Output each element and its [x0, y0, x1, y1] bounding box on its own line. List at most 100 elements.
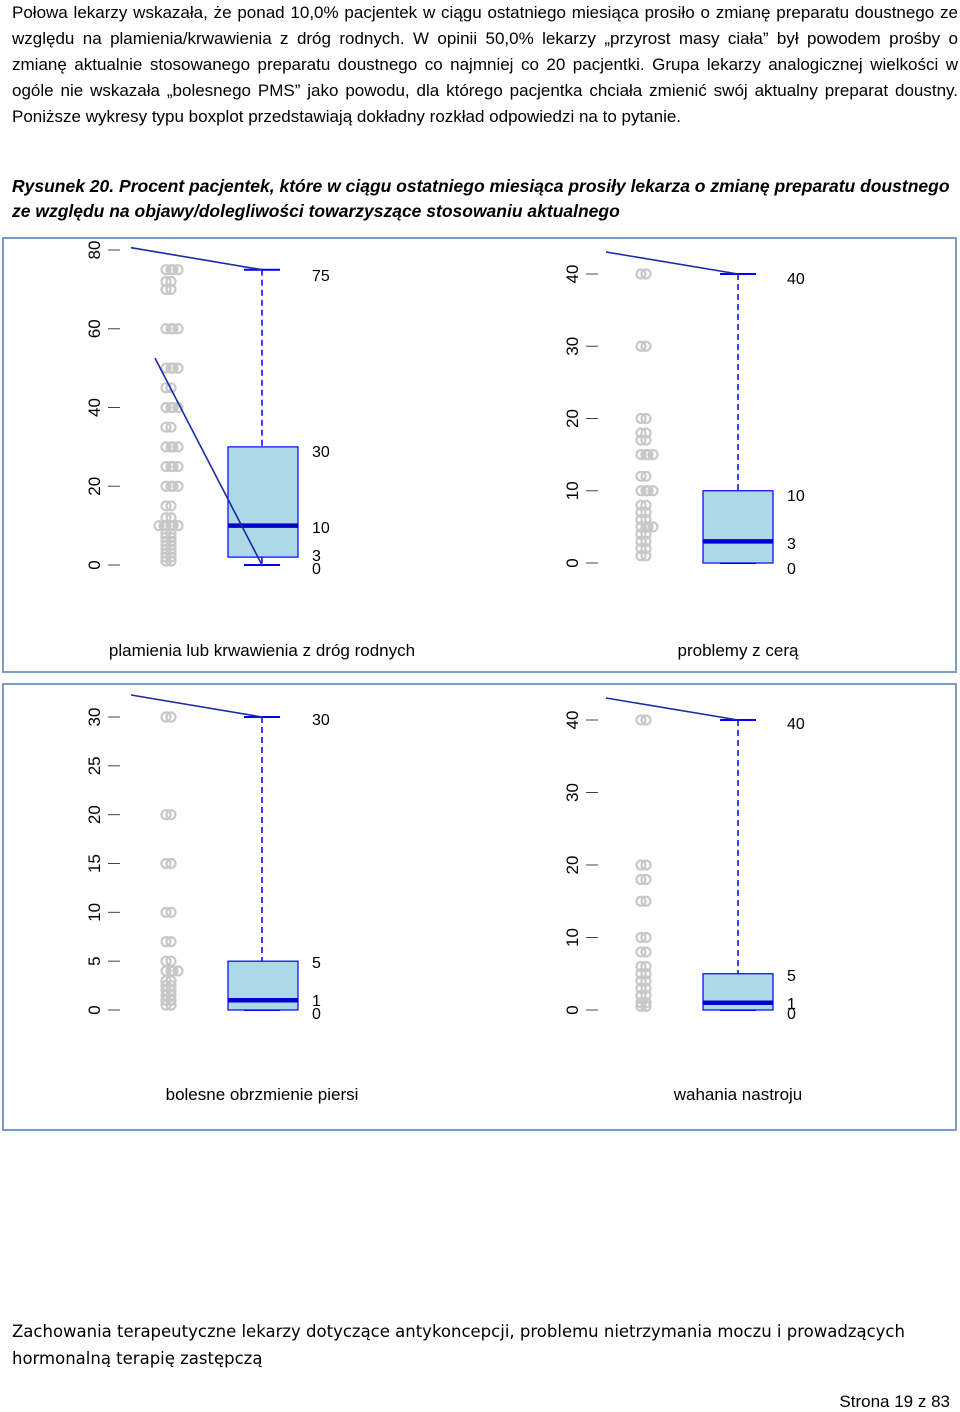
outlier-point — [167, 460, 179, 473]
outlier-point — [172, 441, 184, 453]
outlier-point — [640, 997, 652, 1009]
y-tick-label: 80 — [85, 241, 104, 260]
outlier-point — [160, 421, 172, 433]
outlier-point — [640, 895, 652, 907]
y-tick-label: 20 — [563, 409, 582, 428]
outlier-point — [642, 521, 654, 533]
outlier-point — [647, 485, 659, 497]
value-annotation: 40 — [787, 716, 805, 733]
outlier-point — [640, 506, 652, 519]
outlier-point — [165, 275, 177, 288]
outlier-point — [635, 427, 647, 439]
y-tick-label: 10 — [563, 481, 582, 500]
outlier-point — [640, 542, 652, 555]
outlier-point — [165, 421, 177, 433]
panel-title: wahania nastroju — [673, 1085, 803, 1104]
outlier-point — [635, 485, 647, 497]
y-tick-label: 5 — [85, 956, 104, 965]
outlier-point — [172, 480, 184, 492]
outlier-point — [635, 975, 647, 987]
outlier-point — [635, 550, 647, 562]
outlier-point — [165, 955, 177, 967]
panel-title: bolesne obrzmienie piersi — [166, 1085, 359, 1104]
panel-title: problemy z cerą — [678, 641, 799, 660]
outlier-point — [635, 982, 647, 994]
outlier-point — [635, 268, 647, 280]
outlier-point — [640, 873, 652, 886]
outlier-point — [640, 412, 652, 425]
panel-title: plamienia lub krwawienia z dróg rodnych — [109, 641, 415, 660]
outlier-point — [640, 550, 652, 562]
outlier-point — [160, 362, 172, 374]
annotation-line — [130, 246, 263, 271]
value-annotation: 3 — [312, 548, 321, 565]
outlier-point — [172, 520, 184, 532]
outlier-point — [165, 906, 177, 918]
y-tick-label: 20 — [563, 856, 582, 875]
outlier-point — [160, 264, 172, 276]
annotation-line — [154, 357, 263, 566]
outlier-point — [640, 931, 652, 944]
y-tick-label: 15 — [85, 854, 104, 873]
outlier-point — [160, 906, 172, 918]
page-number: Strona 19 z 83 — [839, 1392, 950, 1411]
outlier-point — [635, 521, 647, 533]
outlier-point — [160, 809, 172, 821]
outlier-point — [160, 275, 172, 288]
outlier-point — [160, 401, 172, 414]
outlier-point — [635, 895, 647, 907]
outlier-point — [640, 470, 652, 482]
outlier-point — [167, 362, 179, 374]
annotation-line — [130, 694, 263, 718]
outlier-point — [167, 480, 179, 492]
outlier-point — [635, 946, 647, 958]
outlier-point — [160, 441, 172, 453]
outlier-point — [172, 460, 184, 473]
value-annotation: 0 — [312, 1006, 321, 1023]
outlier-point — [160, 480, 172, 492]
value-annotation: 75 — [312, 268, 330, 285]
outlier-point — [635, 873, 647, 886]
outlier-point — [635, 412, 647, 425]
value-annotation: 0 — [787, 1006, 796, 1023]
outlier-point — [635, 960, 647, 973]
value-annotation: 30 — [312, 712, 330, 729]
y-tick-label: 0 — [563, 558, 582, 567]
outlier-point — [635, 470, 647, 482]
outlier-point — [165, 711, 177, 723]
y-tick-label: 40 — [563, 265, 582, 284]
y-tick-label: 20 — [85, 805, 104, 824]
y-tick-label: 0 — [85, 560, 104, 569]
outlier-point — [160, 936, 172, 948]
y-tick-label: 60 — [85, 319, 104, 338]
outlier-point — [167, 323, 179, 335]
outlier-point — [160, 512, 172, 524]
outlier-point — [640, 427, 652, 439]
outlier-point — [172, 965, 184, 977]
outlier-point — [160, 460, 172, 473]
y-tick-label: 30 — [85, 708, 104, 727]
y-tick-label: 0 — [563, 1005, 582, 1014]
outlier-point — [165, 382, 177, 394]
outlier-point — [167, 441, 179, 453]
outlier-point — [160, 500, 172, 512]
y-tick-label: 0 — [85, 1005, 104, 1014]
value-annotation: 10 — [787, 488, 805, 505]
outlier-point — [640, 499, 652, 511]
outlier-point — [640, 514, 652, 526]
outlier-point — [635, 542, 647, 555]
outlier-point — [160, 283, 172, 295]
y-tick-label: 20 — [85, 477, 104, 496]
annotation-line — [605, 697, 739, 721]
outlier-point — [165, 512, 177, 524]
outlier-point — [640, 960, 652, 973]
outlier-point — [635, 968, 647, 980]
outlier-point — [635, 449, 647, 461]
y-tick-label: 40 — [85, 398, 104, 417]
outlier-point — [635, 997, 647, 1009]
outlier-point — [165, 809, 177, 821]
figure-label: Rysunek 20. — [12, 176, 115, 196]
outlier-point — [640, 968, 652, 980]
outlier-point — [635, 340, 647, 352]
